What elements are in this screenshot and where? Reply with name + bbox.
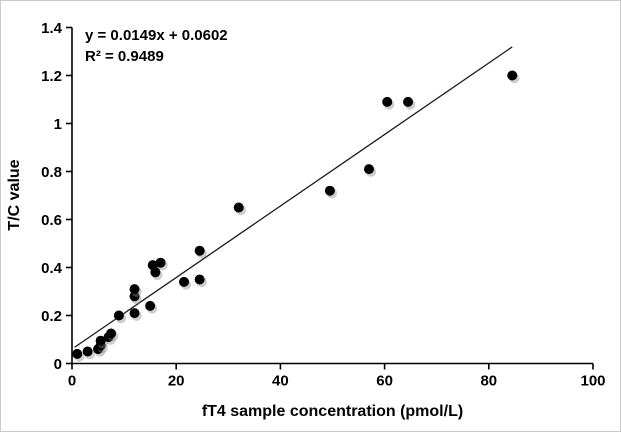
x-tick-label: 40 (272, 373, 289, 390)
data-point (155, 257, 166, 268)
data-point (507, 70, 518, 81)
r-squared-value: R² = 0.9489 (85, 48, 164, 65)
y-tick-label: 1.2 (41, 68, 62, 85)
y-tick-label: 0.2 (41, 308, 62, 325)
data-point (106, 328, 117, 339)
trend-line (74, 46, 513, 348)
y-tick-label: 0.6 (41, 212, 62, 229)
data-point (194, 245, 205, 256)
data-point (233, 202, 244, 213)
data-point (82, 346, 93, 357)
x-axis-title: fT4 sample concentration (pmol/L) (201, 403, 464, 420)
y-tick-label: 0 (54, 356, 62, 373)
data-point (382, 96, 393, 107)
y-tick-label: 1.4 (41, 20, 63, 37)
data-point (72, 348, 83, 359)
data-point (129, 291, 140, 302)
data-point (95, 335, 106, 346)
trendline-annotation: y = 0.0149x + 0.0602 R² = 0.9489 (85, 25, 228, 67)
data-point (179, 276, 190, 287)
x-tick-label: 0 (68, 373, 76, 390)
trendline-equation: y = 0.0149x + 0.0602 (85, 27, 228, 44)
data-point (145, 300, 156, 311)
x-tick-label: 80 (480, 373, 497, 390)
data-point (363, 164, 374, 175)
y-axis-title: T/C value (6, 159, 23, 231)
y-tick-label: 0.4 (41, 260, 63, 277)
x-tick-label: 60 (376, 373, 393, 390)
data-point (129, 284, 140, 295)
data-point (403, 96, 414, 107)
data-point (150, 267, 161, 278)
y-tick-label: 0.8 (41, 164, 62, 181)
data-point (113, 310, 124, 321)
data-point (194, 274, 205, 285)
x-tick-label: 20 (168, 373, 185, 390)
data-point (129, 308, 140, 319)
x-tick-label: 100 (580, 373, 605, 390)
data-point (324, 185, 335, 196)
y-tick-label: 1 (54, 116, 62, 133)
